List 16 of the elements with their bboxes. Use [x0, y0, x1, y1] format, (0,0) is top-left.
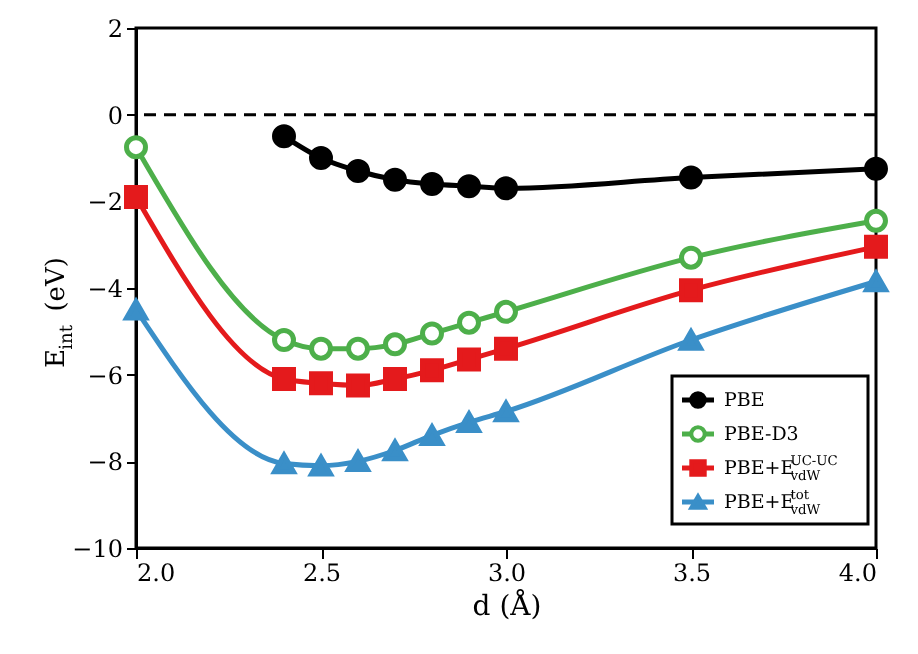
x-tick-label: 2.0 — [137, 559, 176, 587]
x-tick-label: 4.0 — [838, 559, 877, 587]
y-tick-label: −8 — [87, 448, 123, 477]
y-tick-label: −6 — [87, 361, 123, 390]
legend-label: PBE-D3 — [724, 424, 799, 446]
legend-label: PBE — [724, 390, 765, 412]
x-axis-title: d (Å) — [472, 589, 542, 623]
y-tick-label: −10 — [72, 535, 123, 563]
y-tick-label: −2 — [87, 188, 123, 217]
y-axis-title: Eint (eV) — [42, 257, 78, 368]
y-tick-label: −4 — [87, 275, 124, 303]
y-tick-label: 0 — [107, 101, 123, 130]
x-tick-label: 2.5 — [302, 559, 342, 587]
y-tick-label: 2 — [107, 15, 123, 43]
x-tick-label: 3.0 — [487, 559, 527, 587]
x-tick-label: 3.5 — [672, 559, 712, 587]
